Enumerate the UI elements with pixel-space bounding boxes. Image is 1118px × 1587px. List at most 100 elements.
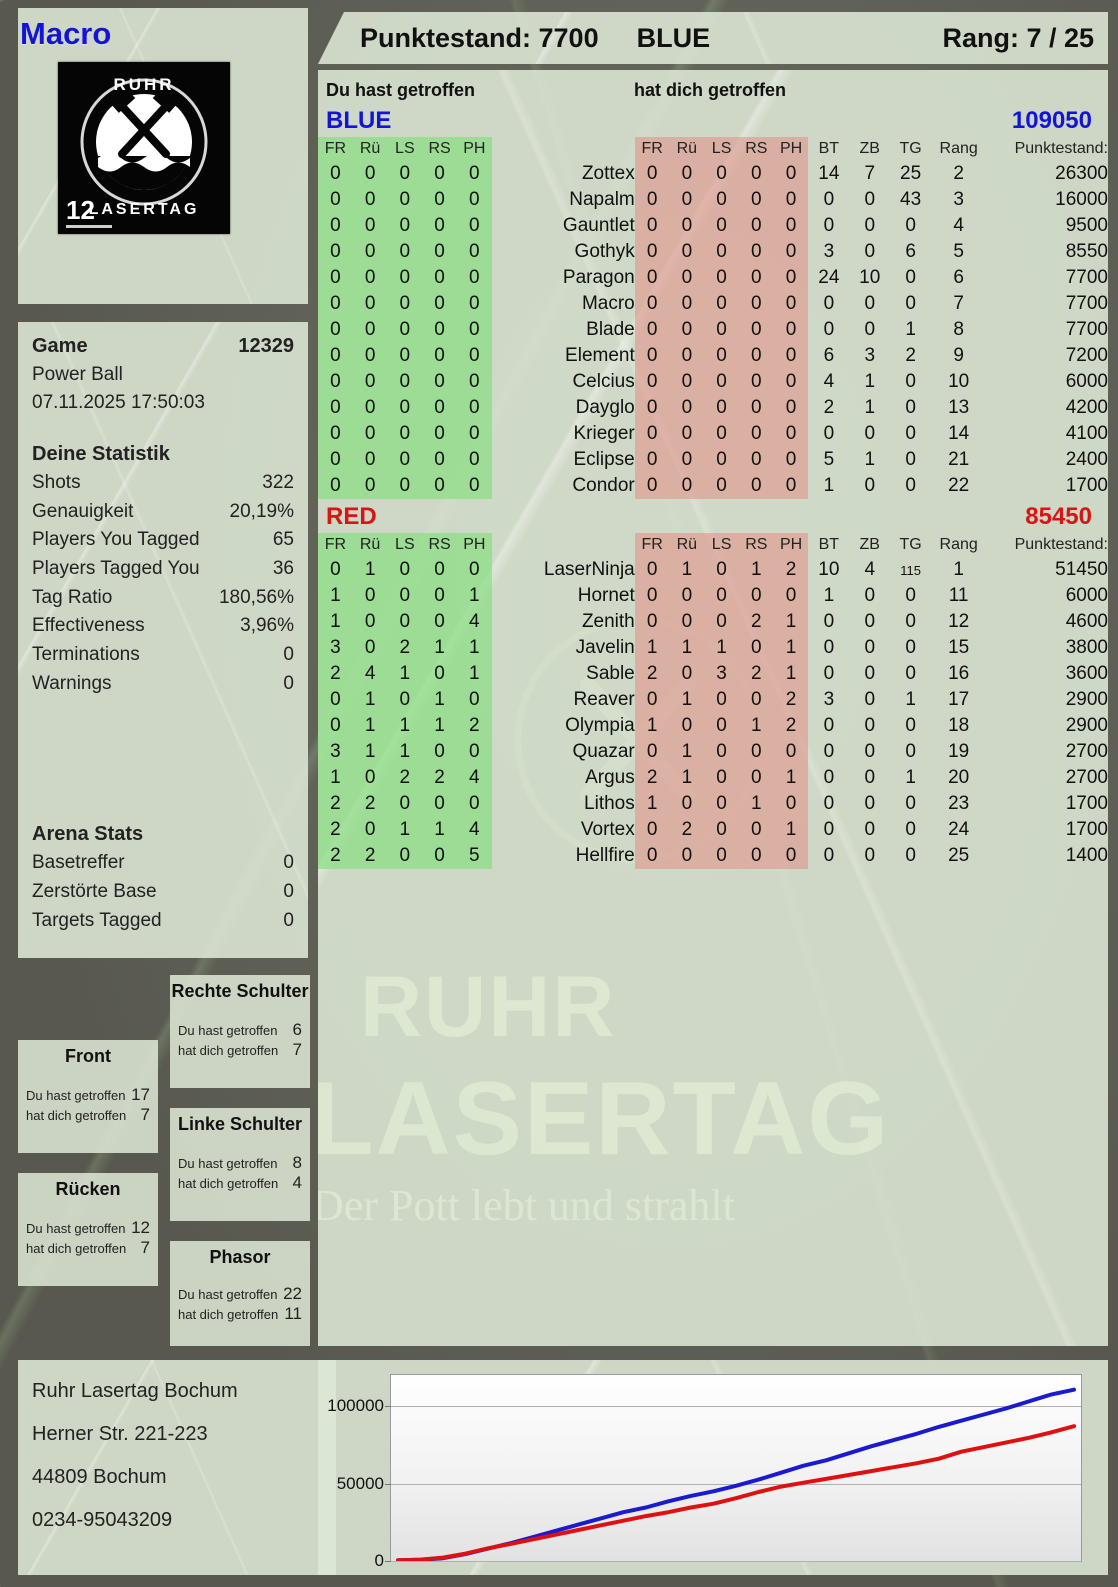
- table-row[interactable]: 0 1 0 0 0 LaserNinja 0 1 0 1 2 10 4 115 1 51450: [318, 557, 1108, 583]
- cell-got: 0: [704, 161, 739, 187]
- cell-rang: 4: [953, 215, 964, 236]
- cell-zb: 0: [864, 241, 876, 262]
- cell-hit: 0: [352, 317, 388, 343]
- cell-got: 0: [738, 843, 774, 869]
- stat-value: 180,56%: [218, 586, 294, 608]
- table-row[interactable]: 3 1 1 0 0 Quazar 0 1 0 0 0 0 0 0 19 2700: [318, 739, 1108, 765]
- arena-stats-list: Basetreffer 0 Zerstörte Base 0 Targets Tagge…: [32, 849, 294, 935]
- cell-got: 1: [634, 635, 670, 661]
- cell-got: 0: [634, 161, 670, 187]
- table-row[interactable]: 0 0 0 0 0 Blade 0 0 0 0 0 0 0 1 8 7700: [318, 317, 1108, 343]
- table-row[interactable]: 0 0 0 0 0 Eclipse 0 0 0 0 0 5 1 0 21 2400: [318, 447, 1108, 473]
- cell-hit: 5: [456, 843, 492, 869]
- table-row[interactable]: 1 0 2 2 4 Argus 2 1 0 0 1 0 0 1 20 2700: [318, 765, 1108, 791]
- stat-value: 0: [283, 672, 294, 694]
- col-head-hit-PH: PH: [456, 137, 492, 161]
- cell-rang: 25: [948, 845, 970, 866]
- cell-hit: 0: [352, 265, 388, 291]
- chart-ytick-mark: [385, 1483, 391, 1485]
- table-row[interactable]: 3 0 2 1 1 Javelin 1 1 1 0 1 0 0 0 15 3800: [318, 635, 1108, 661]
- cell-hit: 0: [387, 161, 423, 187]
- chart-series-blue: [396, 1387, 1076, 1561]
- cell-rang: 11: [948, 585, 969, 606]
- cell-hit: 0: [422, 447, 457, 473]
- cell-rang: 19: [948, 741, 970, 762]
- table-row[interactable]: 2 2 0 0 5 Hellfire 0 0 0 0 0 0 0 0 25 1400: [318, 843, 1108, 869]
- chart-series-red: [396, 1424, 1076, 1561]
- chart-ytick-mark: [385, 1406, 391, 1407]
- table-row[interactable]: 0 1 1 1 2 Olympia 1 0 0 1 2 0 0 0 18 2900: [318, 713, 1108, 739]
- cell-hit: 0: [318, 213, 353, 239]
- cell-got: 0: [773, 583, 809, 609]
- venue-address: Ruhr Lasertag Bochum Herner Str. 221-223…: [18, 1360, 336, 1575]
- cell-score: 1700: [1065, 793, 1108, 814]
- cell-got: 0: [773, 265, 809, 291]
- cell-got: 0: [704, 713, 739, 739]
- cell-hit: 0: [422, 291, 457, 317]
- stat-label: Basetreffer: [32, 852, 125, 874]
- game-label: Game: [32, 335, 88, 357]
- cell-player-name: Quazar: [572, 741, 635, 762]
- cell-got: 0: [669, 609, 705, 635]
- cell-got: 0: [738, 765, 774, 791]
- cell-zb: 0: [864, 475, 876, 496]
- table-row[interactable]: 0 0 0 0 0 Celcius 0 0 0 0 0 4 1 0 10 6000: [318, 369, 1108, 395]
- table-row[interactable]: 0 1 0 1 0 Reaver 0 1 0 0 2 3 0 1 17 2900: [318, 687, 1108, 713]
- cell-hit: 0: [318, 317, 353, 343]
- column-header-row: FR Rü LS RS PH FR Rü LS RS PH BT ZB TG Rang Punktestan…: [318, 533, 1108, 557]
- cell-player-name: Blade: [586, 319, 635, 340]
- table-row[interactable]: 0 0 0 0 0 Paragon 0 0 0 0 0 24 10 0 6 7700: [318, 265, 1108, 291]
- cell-hit: 0: [422, 557, 457, 583]
- table-row[interactable]: 0 0 0 0 0 Macro 0 0 0 0 0 0 0 0 7 7700: [318, 291, 1108, 317]
- table-row[interactable]: 0 0 0 0 0 Dayglo 0 0 0 0 0 2 1 0 13 4200: [318, 395, 1108, 421]
- hitzone-phasor: Phasor Du hast getroffen 22 hat dich getr…: [170, 1241, 310, 1346]
- cell-hit: 2: [387, 635, 423, 661]
- hitzone-taggedby-value: 7: [292, 1040, 302, 1059]
- cell-hit: 1: [456, 635, 492, 661]
- cell-bt: 1: [823, 585, 835, 606]
- cell-hit: 0: [352, 421, 388, 447]
- cell-got: 0: [634, 557, 670, 583]
- cell-got: 0: [704, 557, 739, 583]
- table-row[interactable]: 2 0 1 1 4 Vortex 0 2 0 0 1 0 0 0 24 1700: [318, 817, 1108, 843]
- cell-hit: 1: [387, 661, 423, 687]
- cell-score: 2700: [1065, 741, 1108, 762]
- table-row[interactable]: 1 0 0 0 4 Zenith 0 0 0 2 1 0 0 0 12 4600: [318, 609, 1108, 635]
- table-row[interactable]: 0 0 0 0 0 Gothyk 0 0 0 0 0 3 0 6 5 8550: [318, 239, 1108, 265]
- cell-hit: 0: [318, 557, 353, 583]
- cell-bt: 0: [823, 637, 835, 658]
- stat-label: Warnings: [32, 672, 112, 694]
- col-head-got-FR: FR: [634, 137, 670, 161]
- cell-got: 0: [773, 395, 809, 421]
- table-row[interactable]: 1 0 0 0 1 Hornet 0 0 0 0 0 1 0 0 11 6000: [318, 583, 1108, 609]
- col-head-hit-Rü: Rü: [352, 137, 388, 161]
- cell-player-name: Condor: [572, 475, 635, 496]
- table-row[interactable]: 0 0 0 0 0 Condor 0 0 0 0 0 1 0 0 22 1700: [318, 473, 1108, 499]
- cell-score: 4100: [1065, 423, 1108, 444]
- table-row[interactable]: 0 0 0 0 0 Napalm 0 0 0 0 0 0 0 43 3 16000: [318, 187, 1108, 213]
- table-row[interactable]: 0 0 0 0 0 Element 0 0 0 0 0 6 3 2 9 7200: [318, 343, 1108, 369]
- table-row[interactable]: 0 0 0 0 0 Zottex 0 0 0 0 0 14 7 25 2 26300: [318, 161, 1108, 187]
- table-row[interactable]: 0 0 0 0 0 Krieger 0 0 0 0 0 0 0 0 14 4100: [318, 421, 1108, 447]
- cell-got: 1: [773, 661, 809, 687]
- cell-hit: 4: [456, 609, 492, 635]
- hitzone-tagged-label: Du hast getroffen: [26, 1221, 126, 1236]
- hitzone-taggedby-label: hat dich getroffen: [26, 1241, 127, 1256]
- table-row[interactable]: 2 2 0 0 0 Lithos 1 0 0 1 0 0 0 0 23 1700: [318, 791, 1108, 817]
- table-row[interactable]: 0 0 0 0 0 Gauntlet 0 0 0 0 0 0 0 0 4 9500: [318, 213, 1108, 239]
- cell-zb: 0: [864, 293, 876, 314]
- column-header-row: FR Rü LS RS PH FR Rü LS RS PH BT ZB TG Rang Punktestan…: [318, 137, 1108, 161]
- table-row[interactable]: 2 4 1 0 1 Sable 2 0 3 2 1 0 0 0 16 3600: [318, 661, 1108, 687]
- cell-hit: 0: [422, 473, 457, 499]
- cell-got: 0: [738, 187, 774, 213]
- cell-hit: 0: [387, 791, 423, 817]
- cell-tg: 0: [905, 663, 916, 684]
- cell-got: 2: [773, 687, 809, 713]
- cell-hit: 1: [318, 609, 353, 635]
- hitzone-taggedby-value: 7: [140, 1238, 150, 1257]
- cell-hit: 0: [422, 661, 457, 687]
- cell-hit: 0: [422, 739, 457, 765]
- col-head-tg: TG: [899, 140, 922, 157]
- hitzone-title: Linke Schulter: [177, 1114, 303, 1134]
- address-line: 44809 Bochum: [32, 1466, 167, 1488]
